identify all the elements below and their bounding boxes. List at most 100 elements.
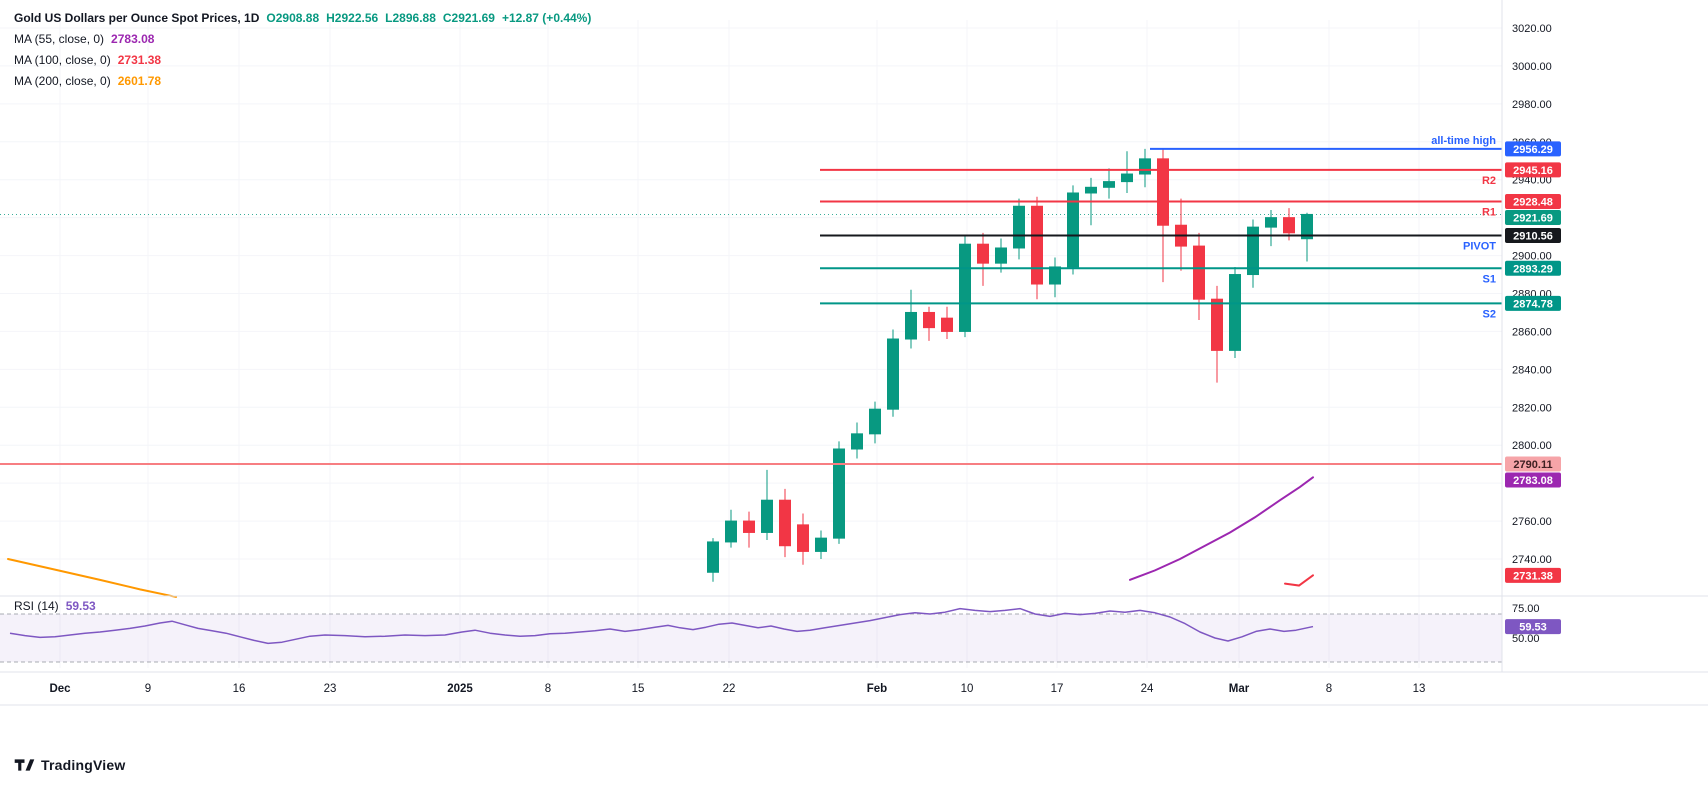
ma-line xyxy=(7,558,177,598)
ohlc-high: H2922.56 xyxy=(326,11,379,25)
svg-text:22: 22 xyxy=(723,683,736,695)
level-label: all-time high xyxy=(1431,135,1496,147)
candle xyxy=(1247,219,1259,288)
candle xyxy=(1121,151,1133,193)
price-tag: 2921.69 xyxy=(1505,210,1561,226)
svg-text:2783.08: 2783.08 xyxy=(1513,475,1553,487)
gridlines xyxy=(0,20,1502,668)
price-tag: 2731.38 xyxy=(1505,567,1561,583)
ma-line xyxy=(1129,476,1314,581)
level-label: S2 xyxy=(1483,308,1496,320)
ma-legend-row[interactable]: MA (200, close, 0) 2601.78 xyxy=(14,71,591,92)
ohlc-close: C2921.69 xyxy=(442,11,495,25)
symbol-title: Gold US Dollars per Ounce Spot Prices, 1… xyxy=(14,11,260,25)
candle xyxy=(851,422,863,459)
candle xyxy=(707,538,719,582)
candle xyxy=(941,306,953,340)
candle xyxy=(1211,285,1223,383)
candle xyxy=(1193,232,1205,321)
ma-legend-label: MA (100, close, 0) xyxy=(14,53,111,67)
svg-text:2860.00: 2860.00 xyxy=(1512,326,1552,338)
time-axis[interactable]: Dec 9 16 23 2025 8 15 22 Feb 10 17 24 Mar 8 13 xyxy=(49,683,1425,695)
rsi-band xyxy=(0,613,1502,663)
level-label: R1 xyxy=(1482,207,1496,219)
svg-text:3000.00: 3000.00 xyxy=(1512,61,1552,73)
candle xyxy=(779,488,791,558)
svg-text:2025: 2025 xyxy=(447,683,473,695)
candle xyxy=(833,441,845,544)
ma-legend-label: MA (200, close, 0) xyxy=(14,74,111,88)
svg-text:Dec: Dec xyxy=(49,683,71,695)
svg-text:2820.00: 2820.00 xyxy=(1512,402,1552,414)
candle xyxy=(1031,196,1043,300)
svg-text:2800.00: 2800.00 xyxy=(1512,440,1552,452)
footer: TradingView xyxy=(14,757,125,773)
candle xyxy=(1103,168,1115,199)
ma-legend-row[interactable]: MA (100, close, 0) 2731.38 xyxy=(14,50,591,71)
price-tag: 2910.56 xyxy=(1505,228,1561,244)
svg-text:2874.78: 2874.78 xyxy=(1513,298,1553,310)
svg-text:2740.00: 2740.00 xyxy=(1512,554,1552,566)
svg-text:2893.29: 2893.29 xyxy=(1513,263,1553,275)
candle xyxy=(959,234,971,338)
ma-line xyxy=(1284,574,1314,587)
svg-text:15: 15 xyxy=(632,683,645,695)
svg-text:9: 9 xyxy=(145,683,151,695)
candle xyxy=(923,306,935,341)
ma-legend-value: 2601.78 xyxy=(117,74,162,88)
svg-text:75.00: 75.00 xyxy=(1512,603,1540,615)
candle xyxy=(725,509,737,548)
symbol-title-row[interactable]: Gold US Dollars per Ounce Spot Prices, 1… xyxy=(14,8,591,29)
tradingview-logo-icon[interactable] xyxy=(14,758,35,772)
candle xyxy=(1265,210,1277,247)
candle xyxy=(1157,149,1169,283)
svg-text:2900.00: 2900.00 xyxy=(1512,251,1552,263)
ma-legend-value: 2731.38 xyxy=(117,53,162,67)
svg-text:59.53: 59.53 xyxy=(1519,622,1547,634)
svg-text:8: 8 xyxy=(1326,683,1332,695)
price-axis-tags: 2956.29 2945.16 2928.48 2921.69 2910.56 2893.… xyxy=(1505,141,1561,635)
rsi-legend[interactable]: RSI (14) 59.53 xyxy=(14,599,96,613)
candle xyxy=(743,511,755,548)
candle xyxy=(1301,212,1313,262)
level-label: S1 xyxy=(1483,273,1496,285)
level-lines: all-time high R2 R1 PIVOT S1 S2 xyxy=(0,135,1502,465)
svg-text:2760.00: 2760.00 xyxy=(1512,516,1552,528)
candle xyxy=(1139,148,1151,188)
price-tag: 59.53 xyxy=(1505,619,1561,635)
pane-separators xyxy=(0,0,1708,706)
svg-text:2928.48: 2928.48 xyxy=(1513,197,1553,209)
candle xyxy=(887,329,899,417)
candle xyxy=(905,289,917,349)
svg-text:13: 13 xyxy=(1413,683,1426,695)
rsi-line xyxy=(9,607,1314,645)
price-tag: 2790.11 xyxy=(1505,456,1561,472)
ma-legend: MA (55, close, 0) 2783.08 MA (100, close, … xyxy=(14,29,591,92)
price-tag: 2874.78 xyxy=(1505,295,1561,311)
rsi-legend-value: 59.53 xyxy=(65,599,96,613)
svg-text:2731.38: 2731.38 xyxy=(1513,570,1553,582)
svg-text:2790.11: 2790.11 xyxy=(1513,459,1552,471)
rsi-legend-label: RSI (14) xyxy=(14,599,59,613)
ma-legend-label: MA (55, close, 0) xyxy=(14,32,105,46)
svg-text:Mar: Mar xyxy=(1229,683,1250,695)
price-tag: 2945.16 xyxy=(1505,162,1561,178)
ohlc-low: L2896.88 xyxy=(385,11,436,25)
ma-legend-row[interactable]: MA (55, close, 0) 2783.08 xyxy=(14,29,591,50)
svg-text:50.00: 50.00 xyxy=(1512,633,1540,645)
svg-text:10: 10 xyxy=(961,683,974,695)
tradingview-wordmark[interactable]: TradingView xyxy=(41,757,126,773)
svg-text:24: 24 xyxy=(1141,683,1154,695)
svg-text:2940.00: 2940.00 xyxy=(1512,175,1552,187)
candle xyxy=(797,513,809,565)
price-tag: 2956.29 xyxy=(1505,141,1561,157)
price-axis[interactable]: 3020.003000.002980.002960.002940.002920.… xyxy=(1512,23,1552,645)
svg-text:2840.00: 2840.00 xyxy=(1512,364,1552,376)
svg-text:23: 23 xyxy=(324,683,337,695)
chart-legend: Gold US Dollars per Ounce Spot Prices, 1… xyxy=(14,8,591,92)
svg-text:3020.00: 3020.00 xyxy=(1512,23,1552,35)
svg-text:2956.29: 2956.29 xyxy=(1513,144,1553,156)
svg-text:17: 17 xyxy=(1051,683,1064,695)
